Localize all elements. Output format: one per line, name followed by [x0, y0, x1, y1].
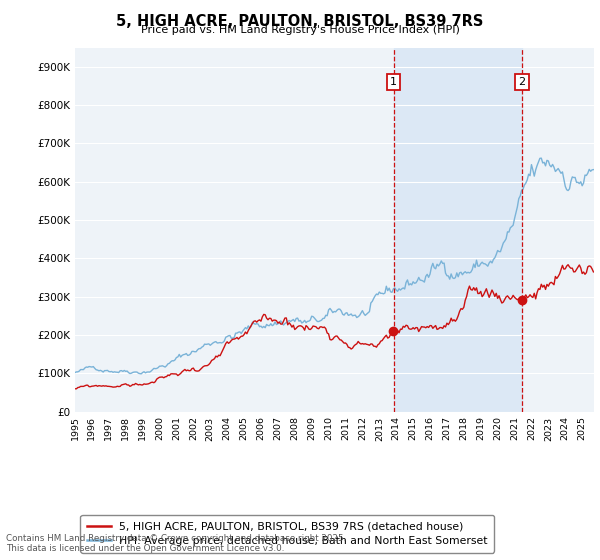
Text: 1: 1: [390, 77, 397, 87]
Bar: [394, 48, 522, 412]
Text: 5, HIGH ACRE, PAULTON, BRISTOL, BS39 7RS: 5, HIGH ACRE, PAULTON, BRISTOL, BS39 7RS: [116, 14, 484, 29]
Text: 2: 2: [518, 77, 526, 87]
Text: Contains HM Land Registry data © Crown copyright and database right 2025.
This d: Contains HM Land Registry data © Crown c…: [6, 534, 346, 553]
Legend: 5, HIGH ACRE, PAULTON, BRISTOL, BS39 7RS (detached house), HPI: Average price, d: 5, HIGH ACRE, PAULTON, BRISTOL, BS39 7RS…: [80, 515, 494, 553]
Text: Price paid vs. HM Land Registry's House Price Index (HPI): Price paid vs. HM Land Registry's House …: [140, 25, 460, 35]
